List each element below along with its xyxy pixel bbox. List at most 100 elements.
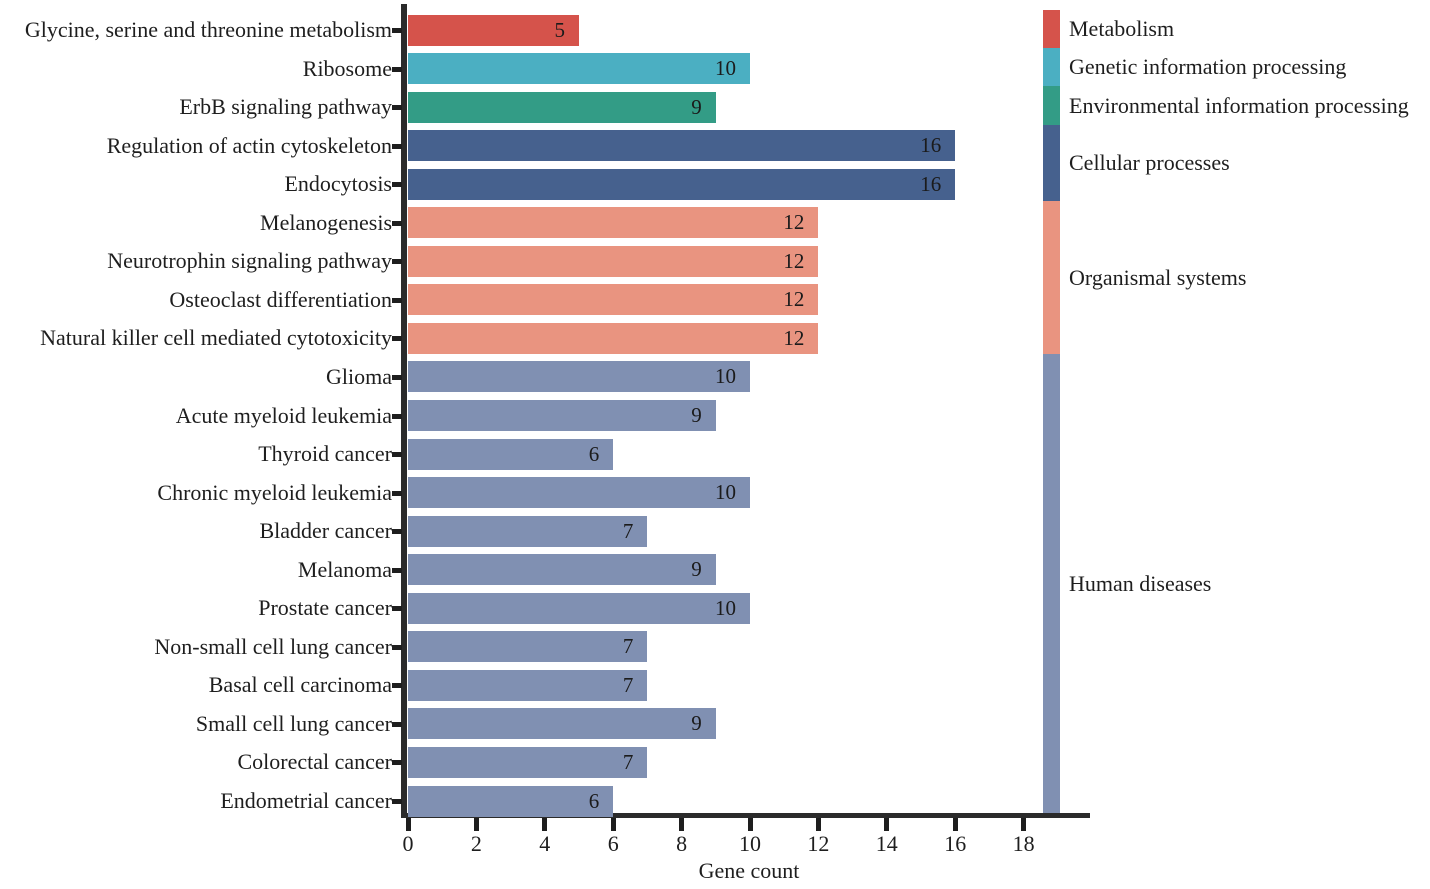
y-axis-tick xyxy=(392,259,402,265)
bar xyxy=(408,477,750,509)
x-axis-tick-label: 8 xyxy=(676,831,688,856)
legend-swatch xyxy=(1043,124,1060,202)
y-axis-tick xyxy=(392,336,402,342)
bar-value-label: 9 xyxy=(691,94,702,119)
y-axis-label: ErbB signaling pathway xyxy=(179,94,392,120)
bar-value-label: 7 xyxy=(622,749,634,774)
y-axis-tick xyxy=(392,490,402,496)
y-axis-label: Regulation of actin cytoskeleton xyxy=(106,132,392,158)
x-axis-tick xyxy=(405,818,411,831)
y-axis-tick xyxy=(392,182,402,188)
x-axis-line xyxy=(401,813,1090,818)
bar-value-label: 16 xyxy=(920,133,942,158)
bar-value-label: 10 xyxy=(715,480,736,505)
legend-label: Cellular processes xyxy=(1069,149,1230,175)
bar-value-label: 10 xyxy=(715,595,736,620)
legend-label: Human diseases xyxy=(1069,570,1212,596)
bar-value-label: 5 xyxy=(554,17,566,42)
x-axis-tick xyxy=(1021,818,1027,831)
y-axis-label: Non-small cell lung cancer xyxy=(154,633,392,659)
y-axis-line xyxy=(401,4,407,818)
x-axis-tick-label: 16 xyxy=(944,831,967,856)
bar xyxy=(408,53,750,85)
x-axis-tick xyxy=(747,818,753,831)
y-axis-label: Bladder cancer xyxy=(259,518,392,544)
legend-swatch xyxy=(1043,354,1060,813)
bar xyxy=(408,361,750,393)
x-axis-tick xyxy=(610,818,616,831)
y-axis-label: Acute myeloid leukemia xyxy=(175,402,392,428)
y-axis-tick xyxy=(392,66,402,72)
y-axis-label: Endocytosis xyxy=(284,171,392,197)
x-axis-tick xyxy=(952,818,958,831)
x-axis-tick xyxy=(473,818,479,831)
y-axis-tick xyxy=(392,28,402,33)
y-axis-tick xyxy=(392,220,402,226)
y-axis-tick xyxy=(392,297,402,303)
legend-label: Genetic information processing xyxy=(1069,54,1347,80)
y-axis-label: Melanoma xyxy=(297,556,392,582)
y-axis-label: Small cell lung cancer xyxy=(195,710,392,736)
x-axis-tick-label: 2 xyxy=(470,831,482,856)
bar-value-label: 12 xyxy=(783,210,805,235)
bar-value-label: 7 xyxy=(622,518,634,543)
y-axis-tick xyxy=(392,529,402,535)
y-axis-label: Glycine, serine and threonine metabolism xyxy=(24,17,392,42)
bar xyxy=(408,130,956,162)
y-axis-label: Colorectal cancer xyxy=(237,749,392,775)
bar-value-label: 6 xyxy=(588,441,600,466)
bar xyxy=(408,669,648,701)
bar xyxy=(408,515,648,547)
bar xyxy=(408,168,956,200)
x-axis-tick xyxy=(679,818,685,831)
legend-label: Organismal systems xyxy=(1069,264,1247,290)
y-axis-tick xyxy=(392,644,402,650)
y-axis-tick xyxy=(392,606,402,612)
bar-value-label: 7 xyxy=(622,672,634,697)
y-axis-label: Ribosome xyxy=(302,55,392,81)
bar xyxy=(408,245,819,277)
x-axis-tick-label: 10 xyxy=(739,831,761,856)
bar xyxy=(408,592,750,624)
bar-value-label: 12 xyxy=(783,287,805,312)
bar-value-label: 10 xyxy=(715,364,736,389)
bar xyxy=(408,322,819,354)
x-axis-tick xyxy=(542,818,548,831)
y-axis-label: Natural killer cell mediated cytotoxicit… xyxy=(40,325,392,351)
x-axis-tick-label: 12 xyxy=(807,831,830,856)
y-axis-tick xyxy=(392,452,402,458)
bar-value-label: 9 xyxy=(691,557,702,582)
x-axis-tick xyxy=(884,818,890,831)
bar xyxy=(408,284,819,316)
y-axis-tick xyxy=(392,683,402,689)
bar-value-label: 12 xyxy=(783,325,805,350)
legend-label: Metabolism xyxy=(1069,16,1175,42)
bar-value-label: 6 xyxy=(588,788,600,813)
bar-value-label: 9 xyxy=(691,403,702,427)
y-axis-label: Neurotrophin signaling pathway xyxy=(107,248,392,274)
y-axis-label: Endometrial cancer xyxy=(220,788,392,813)
y-axis-label: Osteoclast differentiation xyxy=(169,286,392,312)
bar xyxy=(408,400,716,431)
y-axis-tick xyxy=(392,374,402,380)
y-axis-tick xyxy=(392,721,402,727)
x-axis-tick-label: 6 xyxy=(607,831,619,856)
legend-swatch xyxy=(1043,201,1060,355)
x-axis-tick-label: 18 xyxy=(1012,831,1035,856)
y-axis-tick xyxy=(392,799,402,804)
bar xyxy=(408,631,648,663)
x-axis-tick-label: 4 xyxy=(539,831,551,856)
bar xyxy=(408,14,579,46)
bar xyxy=(408,746,648,778)
bar-value-label: 7 xyxy=(622,634,634,659)
y-axis-label: Glioma xyxy=(326,363,392,389)
y-axis-tick xyxy=(392,105,402,111)
bar-value-label: 12 xyxy=(783,248,805,273)
bar xyxy=(408,708,716,740)
bar xyxy=(408,91,716,123)
bar xyxy=(408,438,614,470)
y-axis-label: Chronic myeloid leukemia xyxy=(157,479,392,505)
y-axis-label: Basal cell carcinoma xyxy=(208,672,392,698)
y-axis-tick xyxy=(392,143,402,149)
